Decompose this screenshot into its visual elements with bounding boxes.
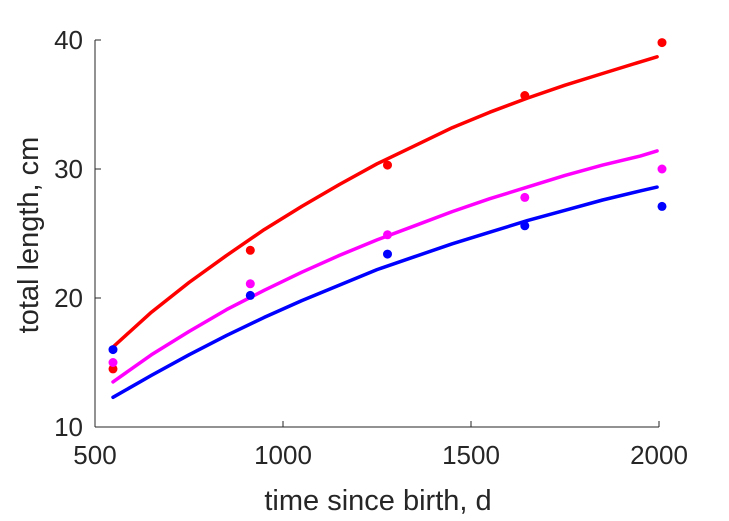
fit-line-series-2 xyxy=(111,149,659,384)
y-axis-label: total length, cm xyxy=(13,137,45,334)
y-tick-label: 30 xyxy=(54,154,83,184)
data-point-series-3 xyxy=(383,249,392,259)
y-tick-label: 20 xyxy=(54,283,83,313)
data-point-series-1 xyxy=(520,91,530,100)
y-tick-label: 10 xyxy=(54,412,83,442)
data-point-series-1 xyxy=(245,245,255,255)
data-point-series-3 xyxy=(108,345,118,355)
data-point-series-1 xyxy=(657,38,667,48)
fit-line-series-3 xyxy=(111,185,659,400)
plot-area xyxy=(108,38,667,400)
y-tick-label: 40 xyxy=(54,25,83,55)
data-point-series-3 xyxy=(520,221,530,231)
data-point-series-2 xyxy=(520,192,530,202)
data-point-series-1 xyxy=(108,364,118,374)
data-point-series-1 xyxy=(383,160,392,170)
data-point-series-3 xyxy=(657,201,667,211)
fit-line-series-1 xyxy=(111,55,659,349)
axes: 500 1000 1500 2000 10 20 30 40 xyxy=(54,25,688,470)
data-point-series-3 xyxy=(245,290,255,300)
x-tick-label: 1000 xyxy=(254,440,312,470)
data-point-series-2 xyxy=(383,230,392,240)
x-tick-label: 500 xyxy=(73,440,116,470)
x-tick-label: 2000 xyxy=(630,440,688,470)
data-point-series-2 xyxy=(108,358,118,367)
x-tick-label: 1500 xyxy=(442,440,500,470)
data-point-series-2 xyxy=(657,164,667,174)
data-point-series-2 xyxy=(245,279,255,289)
x-axis-label: time since birth, d xyxy=(264,485,491,517)
